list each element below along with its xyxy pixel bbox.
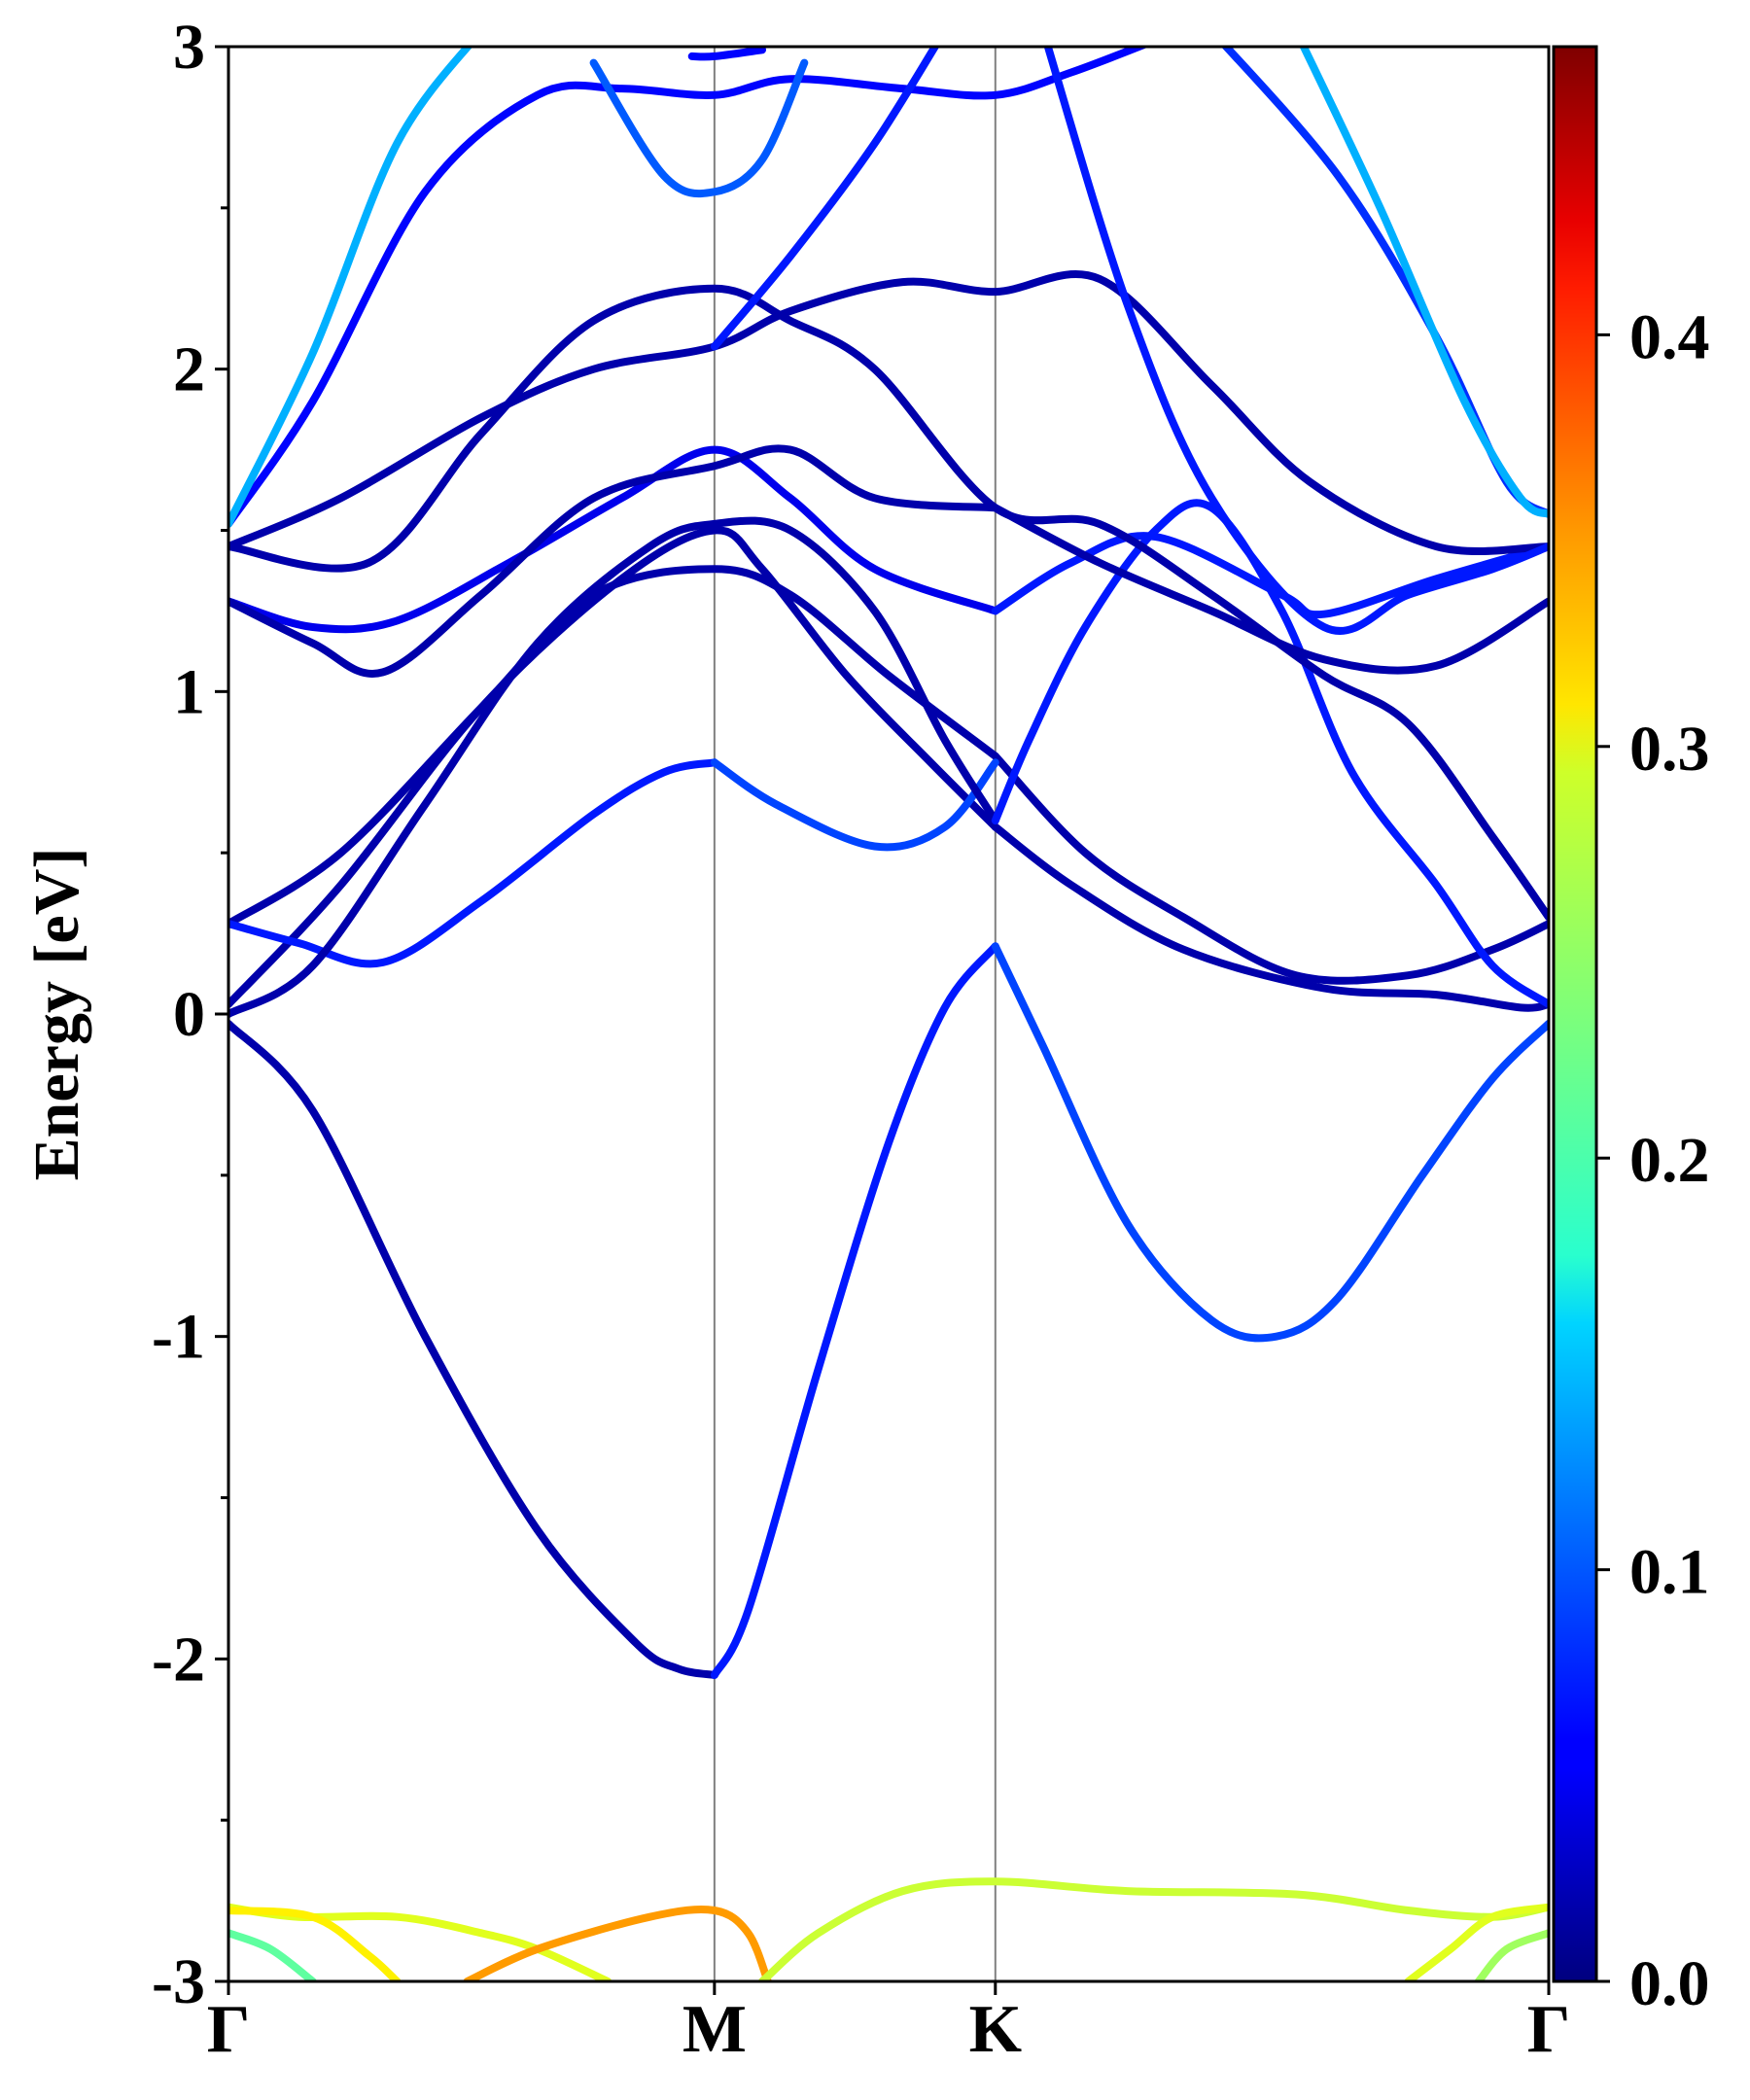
y-tick-label: 2	[173, 334, 205, 405]
colorbar-frame	[1552, 45, 1598, 1983]
x-tick-label: M	[682, 1992, 747, 2067]
band-line-4	[228, 526, 999, 1008]
band-line-6	[228, 565, 999, 928]
band-line-16	[228, 270, 1549, 555]
band-line-22	[710, 47, 940, 351]
y-tick-label: 3	[173, 12, 205, 83]
band-line-12	[228, 445, 999, 634]
band-line-2	[710, 942, 999, 1679]
band-line-8	[228, 758, 718, 968]
x-tick-label: Γ	[1527, 1992, 1571, 2067]
band-line-29	[463, 1905, 772, 1981]
y-tick-label: 0	[173, 979, 205, 1050]
band-line-20	[589, 58, 809, 198]
colorbar-gradient	[1554, 47, 1596, 1981]
band-line-9	[710, 758, 999, 852]
band-line-10	[228, 516, 999, 1018]
band-line-30	[758, 1877, 1549, 1981]
band-line-3	[991, 942, 1549, 1343]
colorbar-tick-label: 0.3	[1629, 714, 1710, 785]
colorbar-tick-label: 0.2	[1629, 1125, 1710, 1196]
y-axis-label: Energy [eV]	[21, 848, 92, 1181]
y-tick-label: -3	[152, 1946, 205, 2017]
y-tick-label: -1	[152, 1302, 205, 1373]
x-tick-label: K	[969, 1992, 1022, 2067]
y-axis: -3 -2 -1 0 1 2 3	[152, 12, 228, 2017]
band-line-21	[687, 47, 766, 61]
band-line-23	[1043, 47, 1549, 635]
plot-background	[228, 47, 1549, 1981]
bands	[228, 47, 1549, 1981]
band-line-1	[228, 1019, 718, 1679]
band-line-19	[228, 47, 473, 528]
y-tick-label: 1	[173, 656, 205, 727]
band-line-28	[228, 1929, 317, 1981]
band-line-25	[1299, 47, 1549, 518]
band-line-18	[228, 47, 1150, 528]
y-tick-label: -2	[152, 1624, 205, 1695]
high-symmetry-lines	[713, 47, 997, 1981]
colorbar-ticks: 0.0 0.1 0.2 0.3 0.4	[1596, 301, 1710, 2019]
band-line-31	[1404, 1903, 1549, 1981]
band-line-17	[228, 284, 1549, 922]
x-tick-label: Γ	[207, 1992, 251, 2067]
colorbar-tick-label: 0.1	[1629, 1537, 1710, 1608]
colorbar-tick-label: 0.4	[1629, 301, 1710, 372]
colorbar-tick-label: 0.0	[1629, 1948, 1710, 2019]
band-line-14	[228, 444, 999, 678]
band-line-5	[991, 822, 1549, 1012]
band-line-27	[228, 1907, 402, 1981]
band-line-32	[1474, 1929, 1549, 1981]
colorbar: 0.0 0.1 0.2 0.3 0.4	[1552, 45, 1710, 2019]
